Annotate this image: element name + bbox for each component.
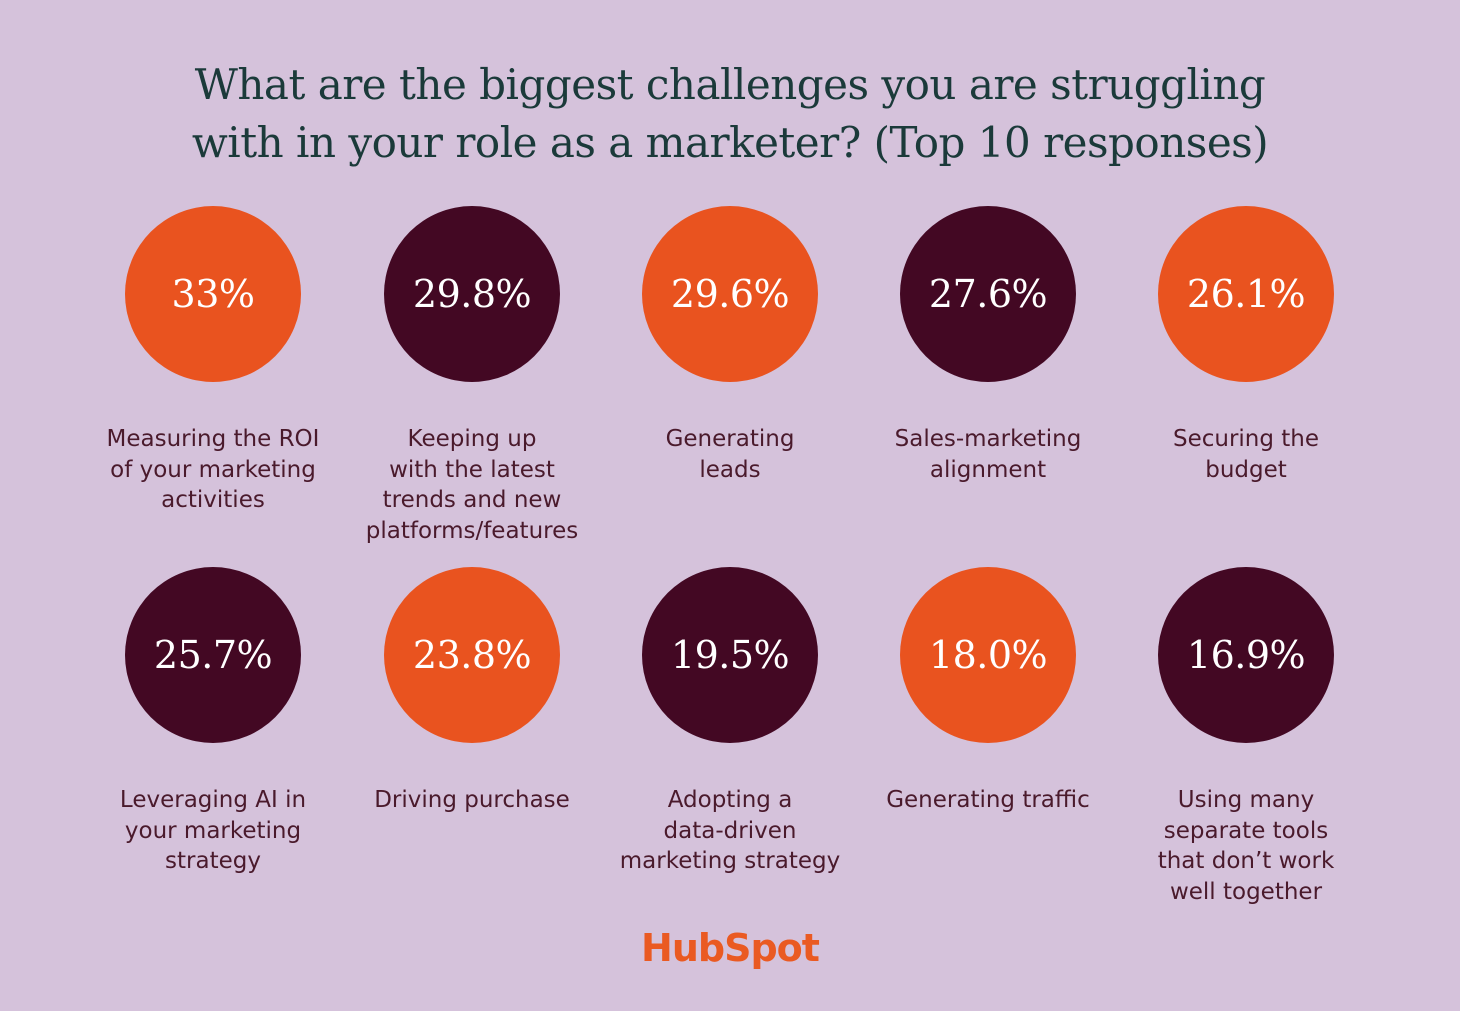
stat-value: 29.8% bbox=[412, 272, 532, 316]
stat-circle-10: 16.9% bbox=[1158, 567, 1334, 743]
stat-label-line: leads bbox=[699, 456, 761, 483]
stat-label-line: trends and new bbox=[382, 487, 562, 513]
stat-circle-5: 26.1% bbox=[1158, 206, 1334, 382]
stat-label-10: Using many separate tools that don’t work w… bbox=[1116, 785, 1376, 907]
stat-circle-6: 25.7% bbox=[125, 567, 301, 743]
stat-label-7: Driving purchase bbox=[342, 785, 602, 816]
stat-label-line: marketing strategy bbox=[619, 848, 841, 874]
stat-label-line: Leveraging AI in bbox=[119, 787, 307, 813]
stat-label-line: well together bbox=[1169, 878, 1323, 905]
stat-value: 19.5% bbox=[670, 633, 790, 677]
stat-label-line: platforms/features bbox=[365, 517, 579, 544]
stat-label-1: Measuring the ROI of your marketing activi… bbox=[83, 424, 343, 516]
stat-value: 25.7% bbox=[153, 633, 273, 677]
stat-circle-7: 23.8% bbox=[384, 567, 560, 743]
stat-value: 33% bbox=[171, 272, 255, 316]
stat-label-9: Generating traffic bbox=[858, 785, 1118, 816]
stat-label-line: Generating traffic bbox=[886, 787, 1090, 813]
chart-title: What are the biggest challenges you are … bbox=[0, 56, 1460, 172]
stat-circle-1: 33% bbox=[125, 206, 301, 382]
stat-label-line: your marketing bbox=[124, 817, 302, 844]
stat-label-line: budget bbox=[1205, 456, 1287, 483]
stat-label-line: Adopting a bbox=[667, 787, 793, 813]
stat-label-6: Leveraging AI in your marketing strategy bbox=[83, 785, 343, 877]
stat-label-line: alignment bbox=[929, 456, 1047, 483]
stat-label-line: Sales-marketing bbox=[894, 426, 1082, 452]
stat-label-4: Sales-marketing alignment bbox=[858, 424, 1118, 485]
hubspot-logo: HubSpot bbox=[641, 926, 820, 970]
stat-label-2: Keeping up with the latest trends and new p… bbox=[342, 424, 602, 546]
stat-circle-4: 27.6% bbox=[900, 206, 1076, 382]
stat-value: 29.6% bbox=[670, 272, 790, 316]
stat-label-line: with the latest bbox=[389, 456, 555, 483]
stat-circle-3: 29.6% bbox=[642, 206, 818, 382]
stat-circle-8: 19.5% bbox=[642, 567, 818, 743]
stat-label-line: that don’t work bbox=[1157, 848, 1335, 874]
stat-label-line: Securing the bbox=[1172, 426, 1320, 452]
stat-value: 23.8% bbox=[412, 633, 532, 677]
stat-label-line: Driving purchase bbox=[374, 787, 570, 813]
chart-title-line-1: What are the biggest challenges you are … bbox=[194, 60, 1266, 109]
stat-label-8: Adopting a data-driven marketing strategy bbox=[600, 785, 860, 877]
stat-label-line: data-driven bbox=[663, 817, 797, 844]
stat-label-line: Keeping up bbox=[407, 426, 537, 452]
stat-value: 16.9% bbox=[1186, 633, 1306, 677]
stat-label-line: activities bbox=[161, 487, 265, 513]
stat-label-5: Securing the budget bbox=[1116, 424, 1376, 485]
stat-label-line: Generating bbox=[665, 426, 795, 452]
stat-label-line: strategy bbox=[165, 848, 261, 874]
stat-value: 26.1% bbox=[1186, 272, 1306, 316]
stat-circle-9: 18.0% bbox=[900, 567, 1076, 743]
stat-label-line: of your marketing bbox=[110, 456, 316, 483]
stat-value: 27.6% bbox=[928, 272, 1048, 316]
stat-circle-2: 29.8% bbox=[384, 206, 560, 382]
stat-label-line: separate tools bbox=[1163, 817, 1329, 844]
stat-value: 18.0% bbox=[928, 633, 1048, 677]
stat-label-line: Using many bbox=[1177, 787, 1315, 813]
stat-label-line: Measuring the ROI bbox=[106, 426, 320, 452]
stat-label-3: Generating leads bbox=[600, 424, 860, 485]
chart-title-line-2: with in your role as a marketer? (Top 10… bbox=[191, 118, 1269, 167]
